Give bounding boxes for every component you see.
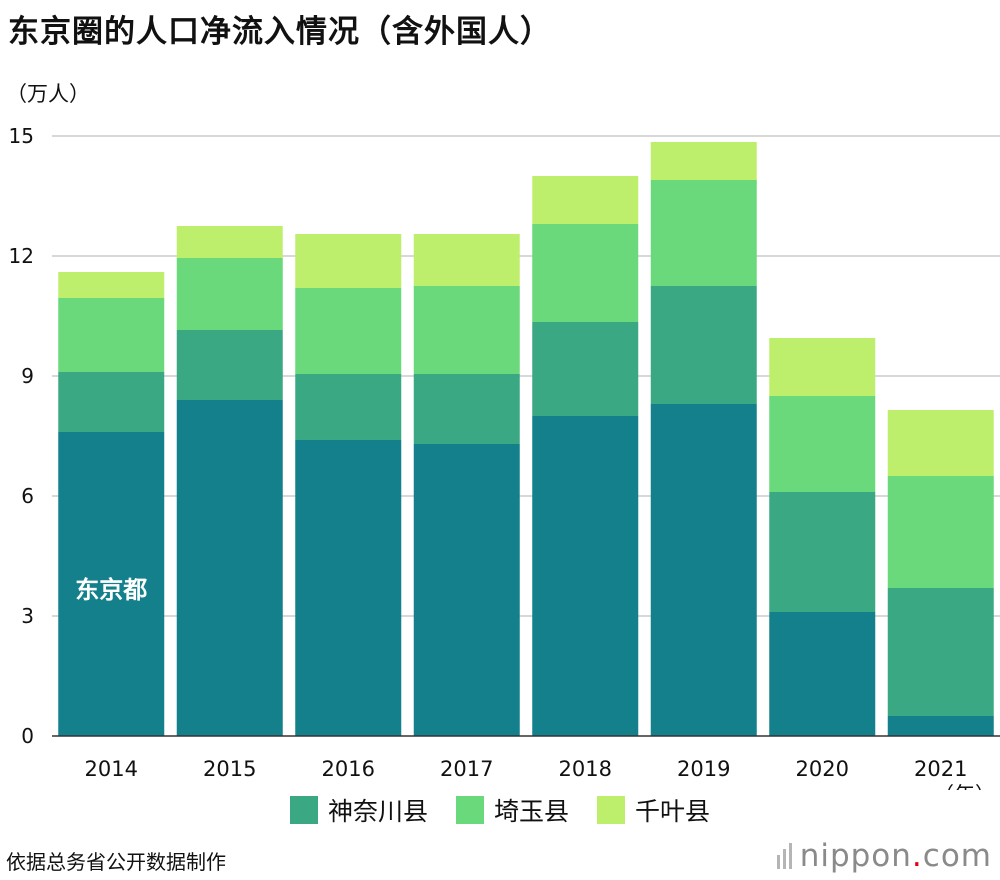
- bar-saitama-2016: [295, 288, 402, 374]
- y-tick-label-0: 0: [21, 724, 34, 748]
- bar-tokyo-2018: [532, 416, 639, 736]
- bar-saitama-2017: [413, 286, 520, 374]
- bar-tokyo-2020: [769, 612, 876, 736]
- bar-kanagawa-2014: [58, 372, 165, 432]
- bar-chiba-2016: [295, 234, 402, 288]
- brand-bars-icon: [776, 843, 792, 869]
- y-tick-label-15: 15: [9, 124, 34, 148]
- x-tick-label-2018: 2018: [559, 757, 612, 781]
- legend-swatch-kanagawa: [289, 796, 318, 824]
- bar-kanagawa-2018: [532, 322, 639, 416]
- source-note: 依据总务省公开数据制作: [6, 850, 226, 874]
- brand-suffix: com: [922, 838, 992, 874]
- bar-tokyo-2015: [176, 400, 283, 736]
- legend-label-chiba: 千叶县: [635, 797, 711, 826]
- bar-saitama-2014: [58, 298, 165, 372]
- stacked-bar-chart: 0 3 6 9 12 15 2014 2015 2016 2017 2018 2019 2020 2021…: [9, 124, 1000, 790]
- x-tick-label-2020: 2020: [796, 757, 849, 781]
- legend-item-kanagawa: 神奈川县: [289, 792, 428, 828]
- bar-chiba-2017: [413, 234, 520, 286]
- legend-swatch-saitama: [455, 796, 484, 824]
- bar-kanagawa-2021: [887, 588, 994, 716]
- bar-chiba-2018: [532, 176, 639, 224]
- bar-chiba-2019: [650, 142, 757, 180]
- bar-kanagawa-2015: [176, 330, 283, 400]
- chart-title: 东京圈的人口净流入情况（含外国人）: [8, 14, 552, 50]
- bar-chiba-2014: [58, 272, 165, 298]
- x-tick-label-2014: 2014: [85, 757, 138, 781]
- y-tick-label-6: 6: [21, 484, 34, 508]
- bar-tokyo-2014: [58, 432, 165, 736]
- bar-kanagawa-2016: [295, 374, 402, 440]
- x-tick-label-2021: 2021: [914, 757, 967, 781]
- x-tick-label-2015: 2015: [203, 757, 256, 781]
- legend-item-chiba: 千叶县: [597, 792, 710, 828]
- y-tick-label-9: 9: [21, 364, 34, 388]
- bar-chiba-2020: [769, 338, 876, 396]
- bar-tokyo-2019: [650, 404, 757, 736]
- bar-saitama-2015: [176, 258, 283, 330]
- legend-label-saitama: 埼玉县: [493, 797, 569, 826]
- brand-dot: .: [911, 838, 923, 874]
- x-axis-unit-label: （年）: [933, 783, 996, 790]
- bar-chiba-2021: [887, 410, 994, 476]
- bar-tokyo-2021: [887, 716, 994, 736]
- bar-tokyo-2016: [295, 440, 402, 736]
- y-tick-label-3: 3: [21, 604, 34, 628]
- bar-saitama-2019: [650, 180, 757, 286]
- bar-tokyo-2017: [413, 444, 520, 736]
- bar-kanagawa-2017: [413, 374, 520, 444]
- bar-kanagawa-2019: [650, 286, 757, 404]
- bar-saitama-2020: [769, 396, 876, 492]
- bar-chiba-2015: [176, 226, 283, 258]
- y-axis-unit-label: （万人）: [6, 82, 90, 106]
- x-tick-label-2017: 2017: [440, 757, 493, 781]
- x-tick-label-2016: 2016: [322, 757, 375, 781]
- bar-saitama-2018: [532, 224, 639, 322]
- bar-inline-label-tokyo: 东京都: [75, 576, 147, 604]
- legend-item-saitama: 埼玉县: [455, 792, 569, 828]
- y-tick-label-12: 12: [9, 244, 34, 268]
- x-tick-label-2019: 2019: [677, 757, 730, 781]
- brand-logo: nippon. com: [776, 838, 992, 874]
- legend-swatch-chiba: [597, 796, 625, 824]
- bar-saitama-2021: [887, 476, 994, 588]
- legend-label-kanagawa: 神奈川县: [327, 797, 428, 826]
- legend: 神奈川县 埼玉县 千叶县: [0, 792, 1000, 828]
- bar-kanagawa-2020: [769, 492, 876, 612]
- brand-name: nippon: [799, 838, 912, 874]
